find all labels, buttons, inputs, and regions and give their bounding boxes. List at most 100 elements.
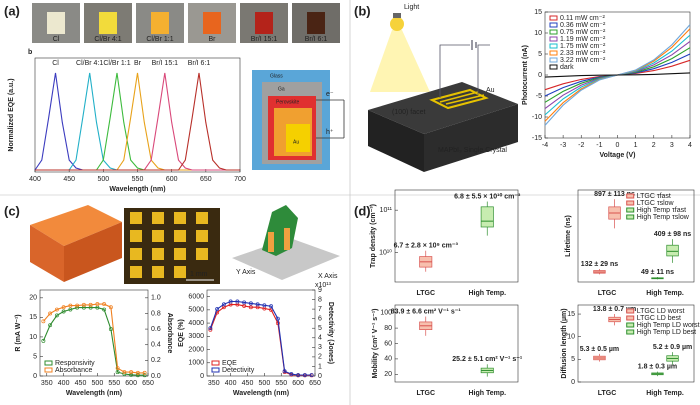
data-point: [142, 373, 147, 378]
layer-label: Au: [293, 139, 299, 145]
legend-swatch: [626, 315, 635, 321]
panel-label: (c): [4, 203, 20, 218]
legend-label: LTGC LD best: [637, 315, 681, 322]
x-tick-label: 600: [166, 176, 178, 183]
y2-axis-label: Detectivity (Jones): [327, 302, 334, 364]
x-tick-label: 450: [63, 176, 75, 183]
data-point: [302, 373, 307, 377]
box-annotation: 6.7 ± 2.8 × 10⁹ cm⁻³: [394, 243, 459, 250]
x-tick-label: 550: [275, 380, 287, 387]
vial-label: Cl: [53, 36, 60, 43]
legend-swatch: [626, 329, 635, 335]
wire: [477, 44, 490, 95]
y-tick-label: 10¹¹: [380, 207, 393, 214]
legend-label: 1.19 mW cm⁻²: [560, 36, 606, 43]
y-axis-label: Diffusion length (µm): [561, 308, 568, 378]
vial-label: Cl/Br 4:1: [94, 36, 121, 43]
vial-label: Br/I 15:1: [251, 36, 278, 43]
data-point: [95, 302, 100, 307]
image-plane: [232, 238, 340, 280]
peak-label: Cl/Br 4:1: [76, 60, 103, 67]
y-tick-label: 1.0: [151, 295, 161, 302]
y-tick-label: 1000: [188, 360, 204, 367]
x-tick-label: LTGC: [598, 290, 617, 297]
data-point: [48, 311, 53, 316]
x-tick-label: 450: [242, 380, 254, 387]
y-tick-label: 0.4: [151, 342, 161, 349]
data-point: [88, 305, 93, 310]
series-line: [544, 72, 691, 78]
series-line: [42, 307, 145, 376]
scale-label: 1 mm: [190, 271, 208, 278]
series-line: [35, 72, 240, 171]
legend-label: 2.33 mW cm⁻²: [560, 50, 606, 57]
data-point: [48, 323, 53, 328]
vial-photos: [32, 3, 340, 43]
bulb: [390, 17, 404, 31]
data-point: [215, 307, 220, 312]
x-tick-label: 600: [125, 380, 137, 387]
x-tick-label: 600: [292, 380, 304, 387]
legend-swatch: [549, 50, 558, 56]
y-axis-label: Lifetime (ns): [565, 215, 572, 257]
pixel-bar: [284, 228, 290, 250]
y-tick-label: 3: [318, 344, 322, 351]
y-axis-label: R (mA W⁻¹): [15, 314, 22, 351]
vial-label: Br/I 6:1: [305, 36, 328, 43]
panel-label: (a): [4, 3, 20, 18]
y-tick-label: 2: [318, 354, 322, 361]
x-axis-label: Wavelength (nm): [233, 390, 289, 397]
legend-label: EQE: [222, 360, 237, 367]
y-tick-label: 4000: [188, 320, 204, 327]
y-tick-label: 6000: [188, 293, 204, 300]
legend-label: 1.75 mW cm⁻²: [560, 43, 606, 50]
box-annotation: 49 ± 11 ns: [641, 269, 674, 276]
data-point: [221, 302, 226, 307]
x-tick-label: 650: [142, 380, 154, 387]
electrode: [445, 94, 485, 105]
y-tick-label: 0: [318, 373, 322, 380]
data-point: [235, 299, 240, 304]
x-axis-label: Voltage (V): [599, 152, 635, 159]
legend-swatch: [44, 367, 53, 373]
plot-frame: [577, 304, 695, 383]
legend-label: High Temp τfast: [637, 207, 686, 214]
y-tick-label: 0: [33, 373, 37, 380]
y-tick-label: 6: [318, 316, 322, 323]
y-tick-label: 15: [29, 314, 37, 321]
plot-frame: [39, 289, 149, 377]
data-point: [142, 370, 147, 375]
x-axis-label: Wavelength (nm): [109, 186, 165, 193]
y-tick-label: 5: [318, 325, 322, 332]
y-tick-label: 4: [318, 335, 322, 342]
vial-label: Br: [209, 36, 217, 43]
y-tick-label: 1: [318, 363, 322, 370]
data-point: [108, 305, 113, 310]
series-line: [34, 72, 240, 171]
electrode: [439, 91, 479, 103]
light-label: Light: [404, 4, 419, 11]
y-tick-label: 0: [571, 379, 575, 386]
x-tick-label: -2: [578, 142, 584, 149]
legend-swatch: [549, 43, 558, 49]
legend-label: 0.36 mW cm⁻²: [560, 22, 606, 29]
y-tick-label: 0.6: [151, 326, 161, 333]
data-point: [81, 302, 86, 307]
plot-frame: [206, 289, 316, 377]
data-point: [228, 299, 233, 304]
series-line: [35, 72, 240, 171]
x-tick-label: -1: [596, 142, 602, 149]
x-tick-label: 700: [234, 176, 246, 183]
legend-label: LTGC τslow: [637, 200, 675, 207]
layer-label: Perovskite: [276, 99, 300, 105]
y-tick-label: 7: [318, 306, 322, 313]
x-tick-label: 500: [97, 176, 109, 183]
crystal-label: MAPbI₃ Single Crystal: [438, 147, 507, 154]
data-point: [262, 303, 267, 308]
data-point: [122, 370, 127, 375]
light-cone: [370, 30, 430, 92]
y-tick-label: 5: [571, 356, 575, 363]
series-line: [209, 300, 312, 376]
legend-label: High Temp LD best: [637, 329, 696, 336]
